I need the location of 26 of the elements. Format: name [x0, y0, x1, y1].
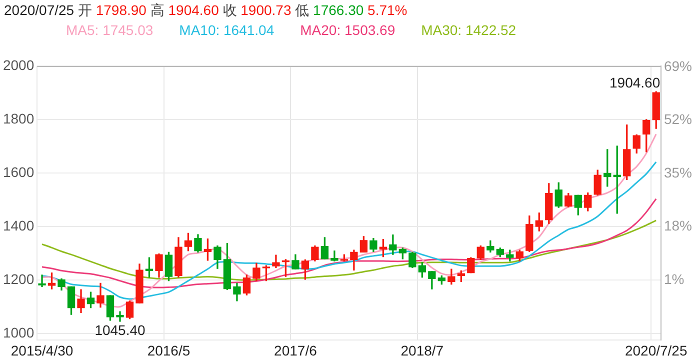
y-tick-label: 1200	[2, 270, 34, 287]
text: MA20: 1503.69	[300, 22, 396, 40]
y-tick-label: 1800	[2, 110, 34, 126]
x-tick-label: 2015/4/30	[10, 342, 74, 358]
text: MA5: 1745.03	[66, 22, 154, 40]
x-tick-label: 2016/5	[147, 342, 190, 358]
y2-tick-label: 1%	[664, 270, 684, 287]
text: MA10: 1641.04	[179, 22, 274, 40]
y2-tick-label: 18%	[664, 218, 692, 234]
y2-tick-label: 52%	[664, 111, 692, 128]
x-tick-label: 2017/6	[274, 342, 318, 358]
y2-tick-label: 69%	[664, 58, 692, 74]
x-tick-label: 2018/7	[400, 342, 444, 358]
y-tick-label: 1600	[2, 164, 34, 180]
y-tick-label: 1000	[2, 324, 34, 340]
annotation: 1045.40	[94, 322, 146, 338]
text: MA30: 1422.52	[421, 22, 516, 40]
chart-title: 2020/07/25 开 1798.90 高 1904.60 收 1900.73 低 1766.30 5.71%	[4, 2, 408, 18]
line-series	[41, 161, 657, 300]
y2-tick-label: 35%	[664, 164, 692, 180]
y-tick-label: 1400	[2, 217, 34, 234]
x-tick-label: 2020/7/25	[624, 342, 688, 358]
candlestick	[38, 274, 46, 288]
y-tick-label: 2000	[2, 56, 34, 73]
candlestick	[116, 311, 124, 322]
annotation: 1904.60	[610, 74, 660, 90]
